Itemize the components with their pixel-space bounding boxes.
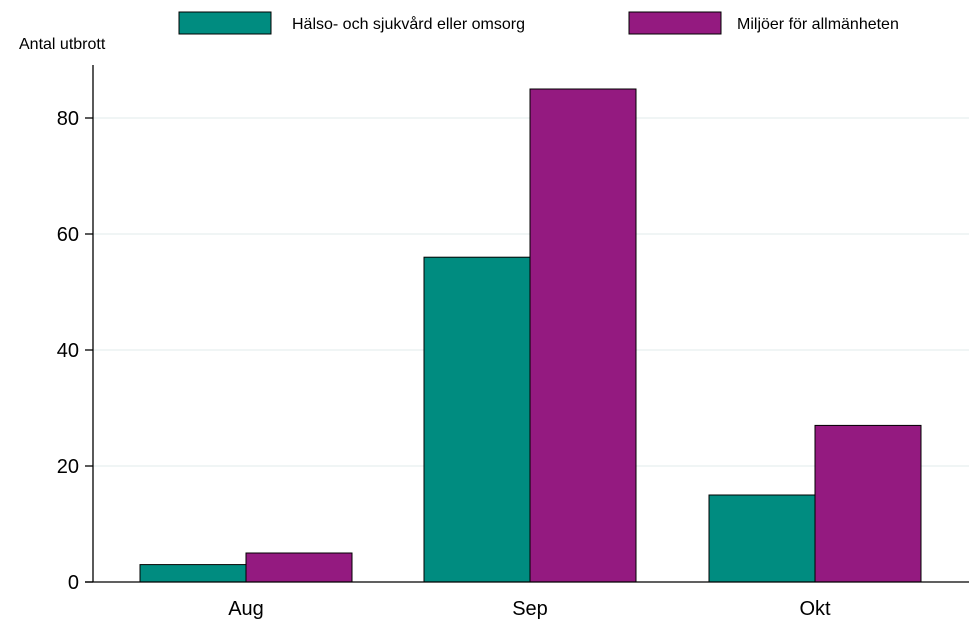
bar-halso-sjukvard-aug (139, 564, 247, 583)
x-tick-label: Okt (799, 598, 831, 620)
y-tick-label: 0 (68, 572, 79, 594)
y-tick-label: 40 (57, 340, 79, 362)
y-tick-label: 80 (57, 108, 79, 130)
bar-halso-sjukvard-sep (423, 256, 531, 583)
y-ticks: 0 20 40 60 80 (57, 108, 93, 594)
bar-miljoer-allmanheten-okt (814, 424, 922, 583)
legend-label: Miljöer för allmänheten (737, 16, 899, 33)
x-tick-label: Sep (512, 598, 548, 620)
legend-swatch (628, 11, 722, 35)
y-tick-label: 60 (57, 224, 79, 246)
x-tick-label: Aug (228, 598, 264, 620)
bar-halso-sjukvard-okt (708, 494, 816, 583)
legend-swatch (178, 11, 272, 35)
legend-label: Hälso- och sjukvård eller omsorg (292, 15, 525, 33)
legend: Hälso- och sjukvård eller omsorg Miljöer … (178, 11, 899, 35)
y-tick-label: 20 (57, 456, 79, 478)
y-axis-label: Antal utbrott (19, 36, 106, 53)
bar-miljoer-allmanheten-aug (245, 552, 353, 583)
bars-layer (139, 88, 922, 583)
bar-miljoer-allmanheten-sep (529, 88, 637, 583)
x-ticks: Aug Sep Okt (85, 581, 969, 620)
